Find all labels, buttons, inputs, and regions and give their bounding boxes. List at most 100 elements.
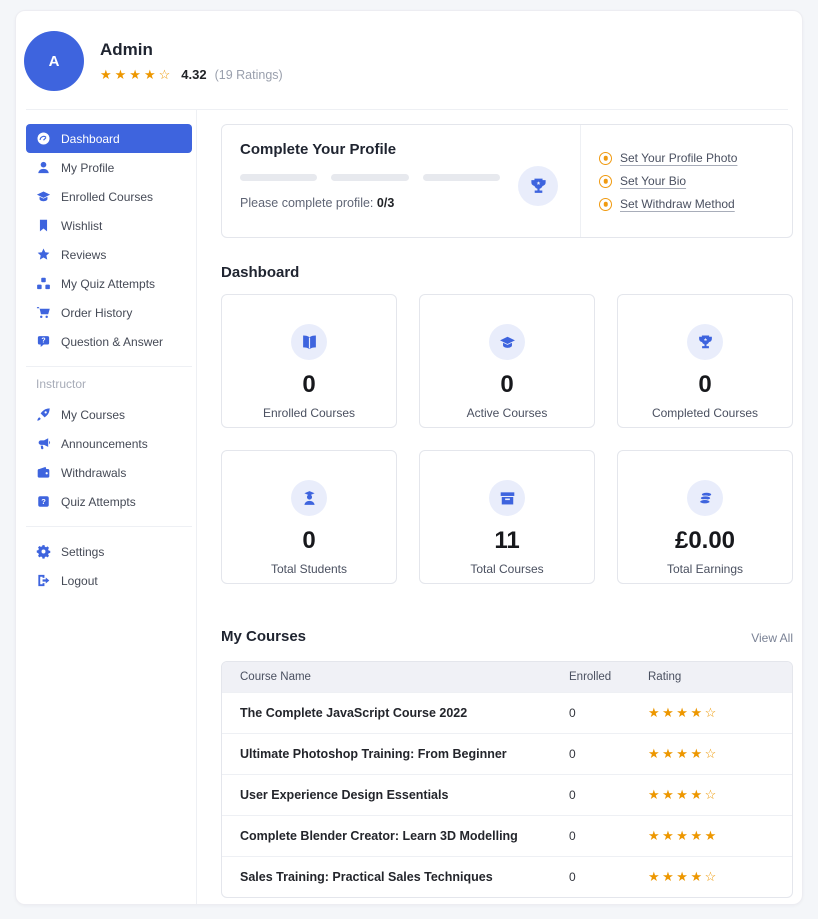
logout-icon — [38, 574, 50, 587]
user-icon — [38, 161, 49, 174]
sidebar-item-label: Announcements — [61, 436, 148, 451]
table-row: User Experience Design Essentials 0 ★★★★… — [222, 774, 792, 815]
enrolled-count: 0 — [569, 788, 576, 802]
sidebar-divider — [26, 366, 192, 367]
quiz-blocks-icon — [37, 277, 50, 290]
question-answer-icon: ? — [37, 336, 50, 348]
stat-value: 0 — [500, 371, 514, 398]
course-name-link[interactable]: Sales Training: Practical Sales Techniqu… — [240, 870, 493, 884]
enrolled-count: 0 — [569, 706, 576, 720]
sidebar-item-quiz-attempts[interactable]: ? Quiz Attempts — [26, 487, 192, 516]
graduation-cap-icon — [499, 336, 515, 348]
column-rating: Rating — [648, 671, 682, 683]
stat-label: Active Courses — [466, 406, 548, 420]
profile-progress-note: Please complete profile: 0/3 — [240, 196, 395, 210]
sidebar-item-order-history[interactable]: Order History — [26, 298, 192, 327]
set-bio-link[interactable]: Set Your Bio — [620, 174, 687, 188]
table-row: Ultimate Photoshop Training: From Beginn… — [222, 733, 792, 774]
sidebar-item-withdrawals[interactable]: Withdrawals — [26, 458, 192, 487]
wallet-icon — [37, 466, 50, 478]
stat-value: 11 — [494, 527, 520, 554]
stat-card-active-courses: 0 Active Courses — [419, 294, 595, 428]
sidebar-item-label: Wishlist — [61, 218, 103, 233]
column-course-name: Course Name — [240, 671, 311, 683]
sidebar-item-my-courses[interactable]: My Courses — [26, 400, 192, 429]
stat-value: 0 — [302, 527, 316, 554]
dashboard-icon — [37, 132, 50, 145]
svg-text:?: ? — [41, 338, 45, 345]
sidebar-item-question-answer[interactable]: ? Question & Answer — [26, 327, 192, 356]
sidebar-item-announcements[interactable]: Announcements — [26, 429, 192, 458]
trophy-icon — [530, 178, 546, 193]
rating-count: (19 Ratings) — [214, 67, 283, 82]
sidebar-item-dashboard[interactable]: Dashboard — [26, 124, 192, 153]
sidebar-item-label: Reviews — [61, 247, 107, 262]
dashboard-section-title: Dashboard — [221, 264, 300, 281]
sidebar-item-my-profile[interactable]: My Profile — [26, 153, 192, 182]
stat-card-total-students: 0 Total Students — [221, 450, 397, 584]
target-circle-icon — [599, 174, 612, 188]
quiz-box-icon: ? — [38, 496, 49, 507]
progress-segment — [331, 174, 409, 181]
set-profile-photo-link[interactable]: Set Your Profile Photo — [620, 151, 738, 165]
sidebar-item-label: Logout — [61, 573, 98, 588]
trophy-badge — [518, 166, 558, 206]
stat-value: 0 — [302, 371, 316, 398]
sidebar-item-reviews[interactable]: Reviews — [26, 240, 192, 269]
course-rating-stars: ★★★★☆ — [648, 746, 719, 761]
profile-tasks: Set Your Profile Photo Set Your Bio Set … — [580, 125, 792, 237]
stat-card-completed-courses: 0 Completed Courses — [617, 294, 793, 428]
enrolled-count: 0 — [569, 870, 576, 884]
sidebar-item-wishlist[interactable]: Wishlist — [26, 211, 192, 240]
stat-label: Completed Courses — [651, 406, 759, 420]
sidebar-item-my-quiz-attempts[interactable]: My Quiz Attempts — [26, 269, 192, 298]
course-rating-stars: ★★★★★ — [648, 828, 719, 843]
target-circle-icon — [599, 197, 612, 211]
table-row: Sales Training: Practical Sales Techniqu… — [222, 856, 792, 897]
table-row: Complete Blender Creator: Learn 3D Model… — [222, 815, 792, 856]
profile-progress-bar — [240, 174, 500, 181]
profile-header: A Admin ★★★★☆ 4.32 (19 Ratings) — [16, 11, 802, 109]
course-name-link[interactable]: User Experience Design Essentials — [240, 788, 449, 802]
course-name-link[interactable]: Complete Blender Creator: Learn 3D Model… — [240, 829, 518, 843]
progress-segment — [240, 174, 318, 181]
enrolled-count: 0 — [569, 747, 576, 761]
course-name-link[interactable]: Ultimate Photoshop Training: From Beginn… — [240, 747, 507, 761]
stat-label: Total Earnings — [666, 562, 744, 576]
stat-label: Enrolled Courses — [262, 406, 356, 420]
rating-value: 4.32 — [181, 67, 207, 82]
progress-segment — [422, 174, 500, 181]
main-content: Complete Your Profile Please complete pr… — [197, 110, 802, 904]
course-name-link[interactable]: The Complete JavaScript Course 2022 — [240, 706, 468, 720]
my-courses-table: Course Name Enrolled Rating The Complete… — [221, 661, 793, 898]
sidebar-item-label: Question & Answer — [61, 334, 164, 349]
complete-profile-title: Complete Your Profile — [240, 141, 397, 158]
sidebar-section-label: Instructor — [36, 377, 87, 391]
stat-label: Total Courses — [470, 562, 544, 576]
stat-label: Total Students — [270, 562, 348, 576]
set-withdraw-method-link[interactable]: Set Withdraw Method — [620, 197, 735, 211]
sidebar-item-label: Settings — [61, 544, 105, 559]
stat-card-total-courses: 11 Total Courses — [419, 450, 595, 584]
user-name: Admin — [100, 40, 153, 59]
sidebar-item-enrolled-courses[interactable]: Enrolled Courses — [26, 182, 192, 211]
sidebar-item-logout[interactable]: Logout — [26, 566, 192, 595]
course-rating-stars: ★★★★☆ — [648, 787, 719, 802]
student-icon — [303, 490, 315, 505]
trophy-icon — [698, 334, 712, 348]
sidebar-item-settings[interactable]: Settings — [26, 537, 192, 566]
sidebar-item-label: Order History — [61, 305, 133, 320]
sidebar-item-label: Withdrawals — [61, 465, 127, 480]
avatar: A — [24, 31, 84, 91]
view-all-link[interactable]: View All — [751, 631, 793, 645]
sidebar-item-label: Enrolled Courses — [61, 189, 154, 204]
svg-text:?: ? — [41, 497, 46, 506]
header-rating-stars: ★★★★☆ — [100, 67, 174, 82]
sidebar-divider — [26, 526, 192, 527]
stat-value: £0.00 — [674, 527, 736, 554]
rocket-icon — [37, 408, 50, 421]
sidebar-item-label: Quiz Attempts — [61, 494, 136, 509]
table-header-row: Course Name Enrolled Rating — [222, 662, 792, 692]
course-rating-stars: ★★★★☆ — [648, 705, 719, 720]
enrolled-count: 0 — [569, 829, 576, 843]
